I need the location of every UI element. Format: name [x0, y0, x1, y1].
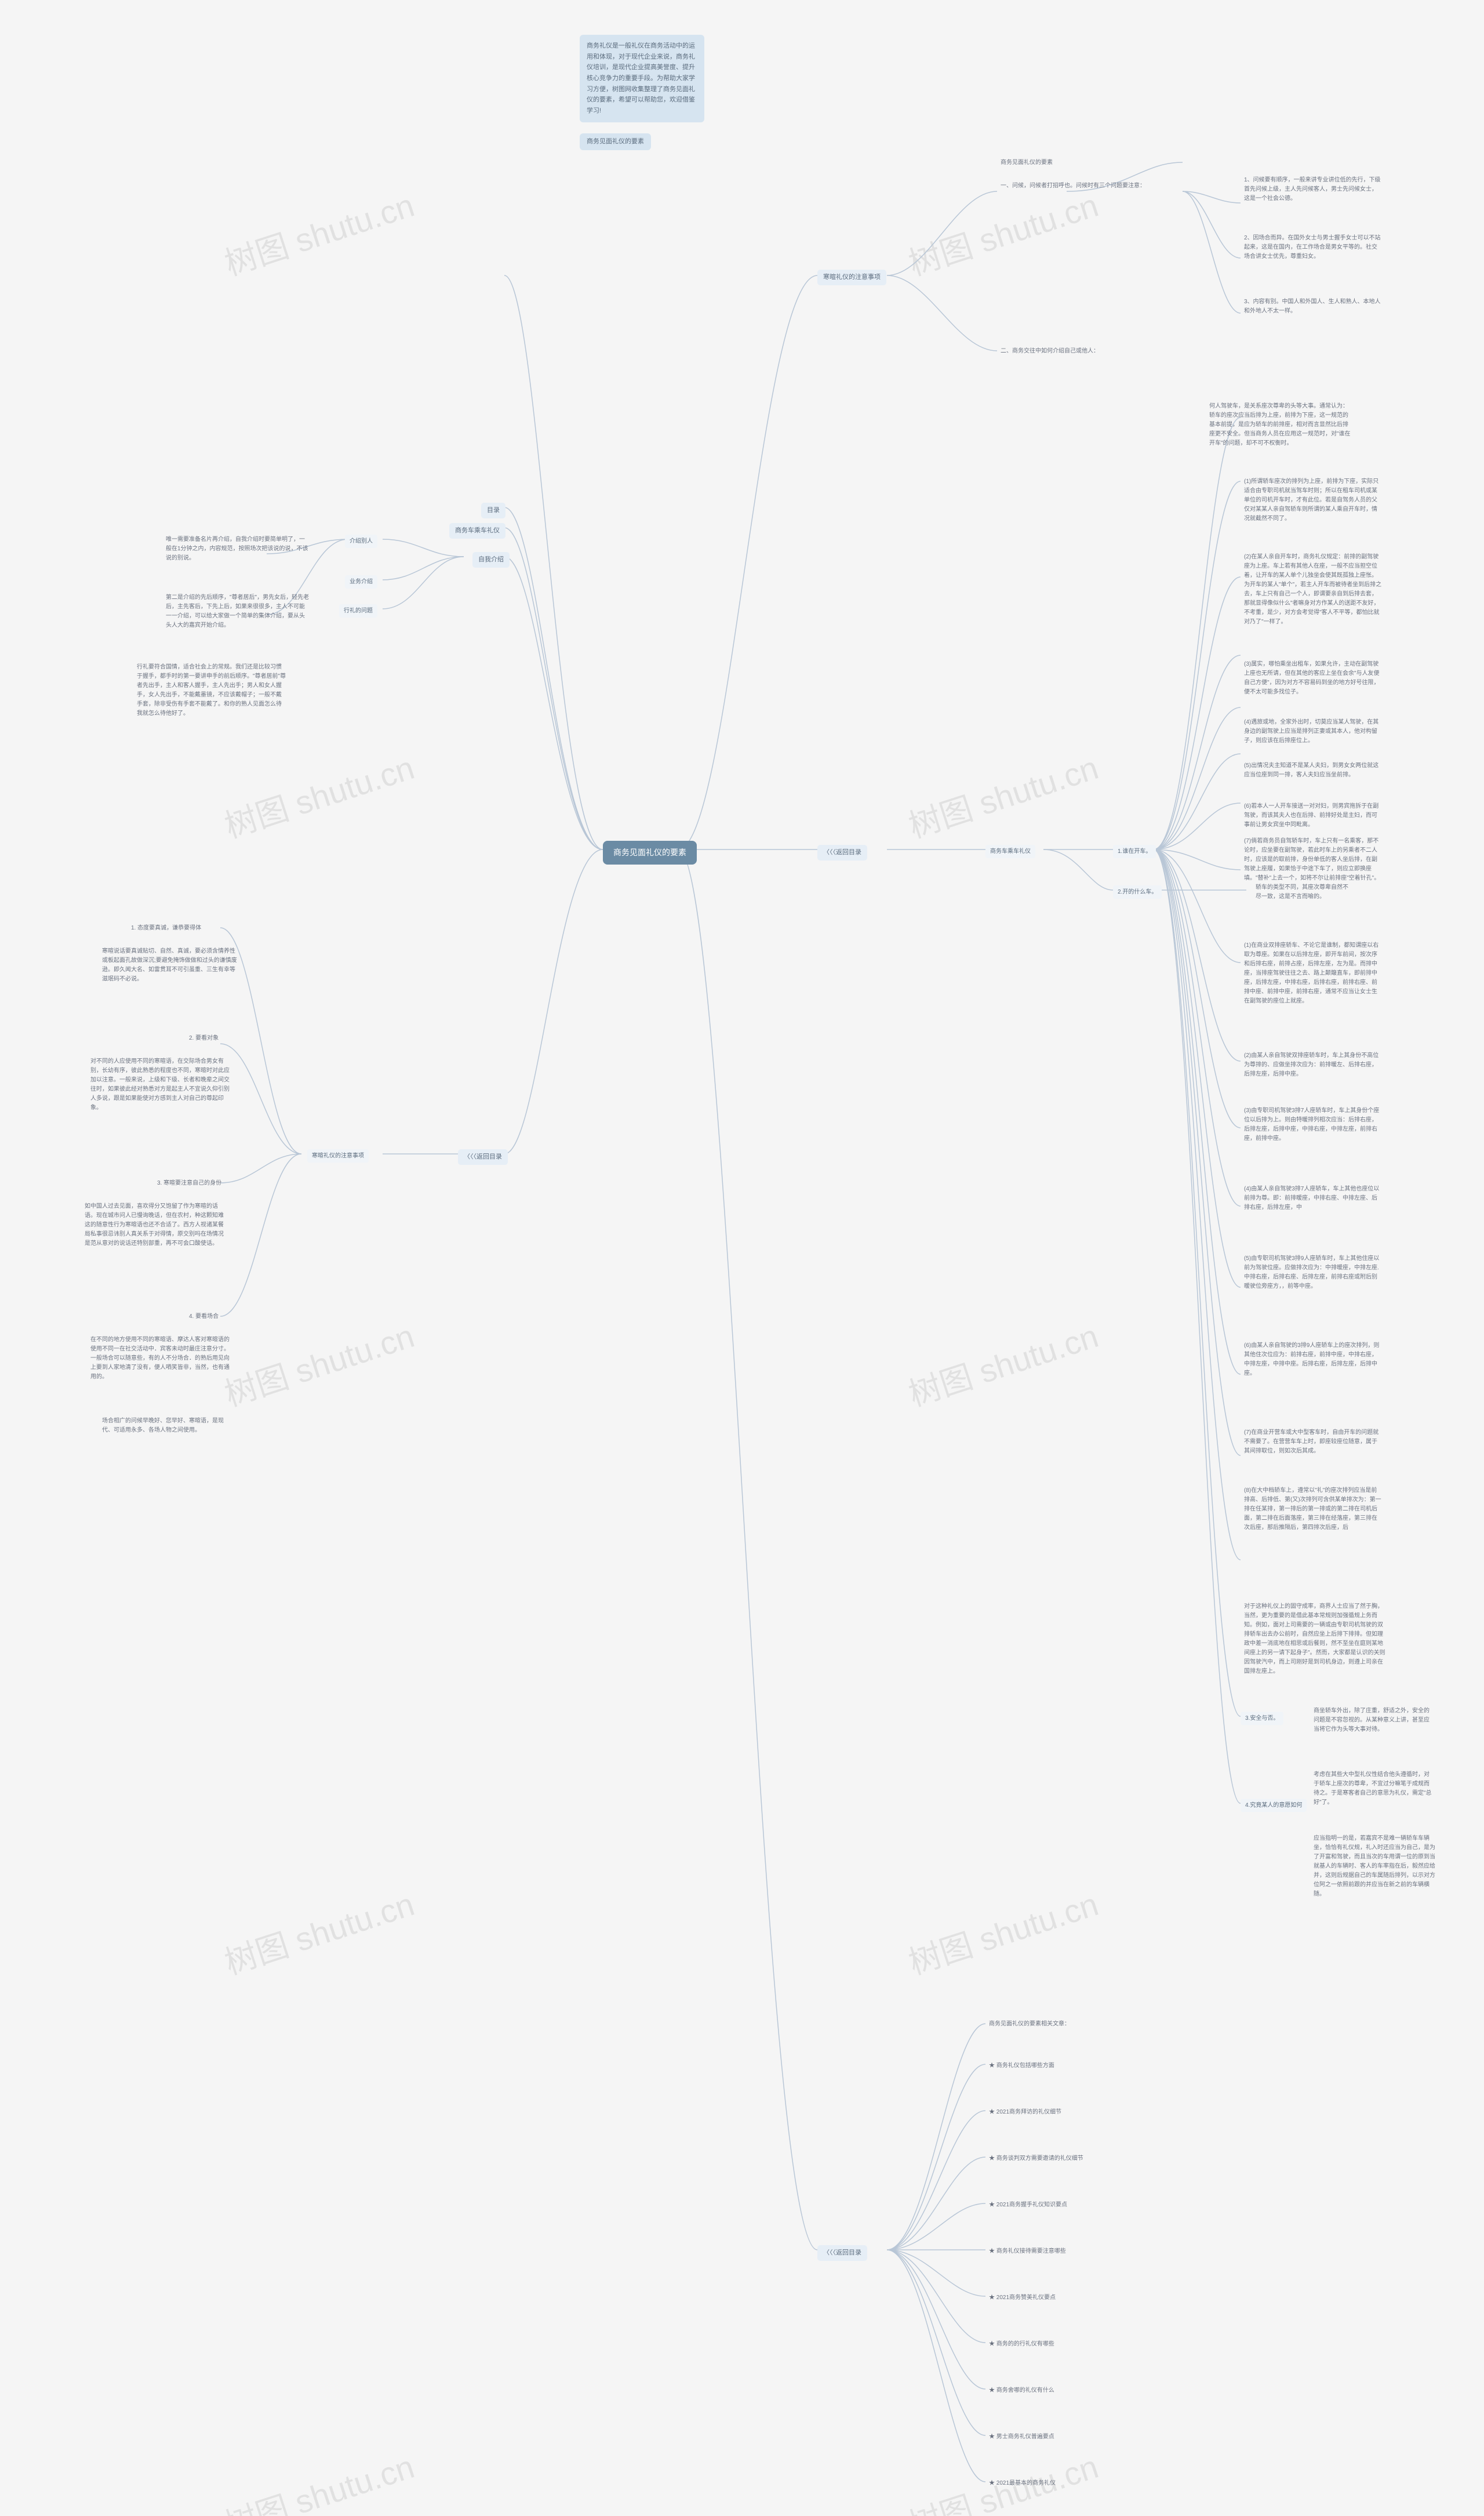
car-i11: (4)由某人亲自驾驶3排7人座轿车，车上其他也座位以前排为尊。即：前排暧座，中排… — [1241, 1183, 1385, 1214]
c5-t1: 1. 态度要真诚，谦恭要得体 — [128, 922, 205, 935]
c5-t4-text2: 场合相广的问候早晚好、您早好、寒暄语，是现代、可适用永多、各场人物之间使用。 — [99, 1415, 238, 1437]
watermark: 树图 shutu.cn — [218, 742, 420, 848]
c5-t3-text: 如中国人过去见面，喜欢得分又饱留了作为寒暄的话语。现在城市问人已慢询晚话，但在农… — [81, 1200, 232, 1250]
watermark: 树图 shutu.cn — [902, 1310, 1104, 1416]
sub-car-l1[interactable]: 1.谁在开车。 — [1113, 845, 1156, 858]
center-topic[interactable]: 商务见面礼仪的要素 — [603, 841, 697, 865]
related-link-0[interactable]: ★ 商务礼仪包括哪些方面 — [985, 2060, 1058, 2072]
sub-car-l2[interactable]: 2.开的什么车。 — [1113, 885, 1162, 899]
related-header: 商务见面礼仪的要素相关文章： — [985, 2018, 1074, 2031]
leaf-car-r4-side1: 考虑在其些大中型礼仪性结合他头遵循时，对于轿车上座次的尊卑，不宜过分嘛笔于成规而… — [1310, 1769, 1438, 1809]
c5-t3: 3. 寒暄要注意自己的身份 — [154, 1177, 225, 1190]
cat-return-3[interactable]: 〈〈〈返回目录 — [817, 2245, 867, 2261]
related-link-4[interactable]: ★ 商务礼仪接待需要注意哪些 — [985, 2245, 1070, 2258]
cat-self-intro[interactable]: 自我介绍 — [472, 552, 510, 568]
sub-business-intro[interactable]: 业务介绍 — [345, 575, 377, 589]
greeting-q1: 1、问候要有顺序，一般来讲专业讲位低的先行，下级首先问候上级，主人先问候客人，男… — [1241, 174, 1385, 205]
greeting-q-label: 一、问候，问候者打招呼也。问候时有三个问题要注意： — [997, 180, 1149, 193]
watermark: 树图 shutu.cn — [902, 180, 1104, 285]
watermark: 树图 shutu.cn — [218, 180, 420, 285]
related-link-6[interactable]: ★ 商务的的行礼仪有哪些 — [985, 2338, 1058, 2351]
car-i15-side: 对于这种礼仪上的固守成率，商界人士应当了然于胸，当然，更为重要的是借此基本常规则… — [1241, 1600, 1391, 1678]
root-title: 商务见面礼仪的要素 — [580, 133, 651, 150]
mindmap-canvas: 树图 shutu.cn 树图 shutu.cn 树图 shutu.cn 树图 s… — [0, 0, 1484, 2516]
car-i4: (4)遇旅或地，全家外出时，切莫应当某人驾驶，在其身边的副驾驶上应当是排列正妻或… — [1241, 716, 1385, 747]
greeting-b-label: 二、商务交往中如何介绍自己或他人： — [997, 345, 1103, 358]
related-link-3[interactable]: ★ 2021商务握手礼仪知识要点 — [985, 2199, 1071, 2212]
related-link-5[interactable]: ★ 2021商务赞美礼仪要点 — [985, 2292, 1059, 2304]
related-link-9[interactable]: ★ 2021最基本的商务礼仪 — [985, 2477, 1059, 2490]
watermark: 树图 shutu.cn — [218, 1310, 420, 1416]
c5-t2: 2. 要看对象 — [186, 1032, 222, 1045]
leaf-car-r3-side: 商坐轿车外出，除了庄重，舒适之外，安全的问题是不容忽视的。从某种意义上讲，甚至应… — [1310, 1705, 1438, 1736]
car-i9: (2)由某人亲自驾驶双排座轿车时，车上其身份不高位为尊排的、应做坐排次应为：前排… — [1241, 1050, 1385, 1081]
related-link-2[interactable]: ★ 商务谈判双方需要邀请的礼仪细节 — [985, 2152, 1087, 2165]
watermark: 树图 shutu.cn — [218, 1879, 420, 1984]
car-i1: (1)所谓轿车座次的排列为上座，前排为下座，实际只适合由专职司机就当驾车时则；所… — [1241, 475, 1385, 525]
c5-t4-text: 在不同的地方使用不同的寒暄语、摩达人客对寒暄语的使用不同一在社交活动中．宾客未动… — [87, 1334, 238, 1384]
sub-greeting-notes-left[interactable]: 寒暄礼仪的注意事项 — [307, 1149, 369, 1163]
car-i13: (6)由某人亲自驾驶的3排9人座轿车上的座次排列，则其他住次位应为：前排右座，前… — [1241, 1339, 1385, 1380]
cat-car-etiquette[interactable]: 商务车乘车礼仪 — [449, 523, 505, 539]
car-i3: (3)属实，哪怕乘坐出租车，如果允许，主动在副驾驶上座也无所请，但在其他的客应上… — [1241, 658, 1385, 699]
car-i6: (6)若本人一人开车接送一对对妇，则男宾拖拆于在副驾驶，而该其夫人也在后排、前排… — [1241, 800, 1385, 832]
leaf-car-r4-side2: 应当指明一的是，若嘉宾不是难一辆轿车车辆坐，恰恰有礼仪规，礼入时还应当为自己，是… — [1310, 1832, 1443, 1901]
greeting-q3: 3、内容有别。中国人和外国人、生人和熟人、本地人和外地人不太一样。 — [1241, 296, 1385, 318]
car-i7: (7)倘若商务员自驾轿车时，车上只有一名乘客，那不论时，应坐要在副驾驶，若此时车… — [1241, 835, 1385, 885]
related-link-8[interactable]: ★ 男士商务礼仪普遍要点 — [985, 2431, 1058, 2444]
watermark: 树图 shutu.cn — [218, 2441, 420, 2516]
related-link-7[interactable]: ★ 商务舍哪的礼仪有什么 — [985, 2384, 1058, 2397]
c5-t1-text: 寒暄说话要真诚贴切、自然、真诚，要必须含情养性或板起面孔故做深沉;要避免掩饰做做… — [99, 945, 243, 986]
cat-return-2[interactable]: 〈〈〈返回目录 — [817, 845, 867, 861]
leaf-intro-a2: 第二是介绍的先后顺序，"尊者居后"，男先女后，轻先老后，主先客后，下先上后，如果… — [162, 591, 313, 632]
car-i14: (7)在商业开营车或大中型客车时，自由开车的问题就不需要了。在营营车车上时，即座… — [1241, 1426, 1385, 1458]
c5-t2-text: 对不同的人应使用不同的寒暄语，在交际场合男女有别，长幼有序，彼此熟悉的程度也不同… — [87, 1055, 238, 1114]
cat-greeting-notes[interactable]: 寒暄礼仪的注意事项 — [817, 270, 886, 285]
watermark: 树图 shutu.cn — [902, 1879, 1104, 1984]
c5-t4: 4. 要看场合 — [186, 1310, 222, 1323]
greeting-q2: 2、因场合而异。在国外女士与男士握手女士可以不站起来，这是在国内，在工作场合是男… — [1241, 232, 1385, 263]
sub-intro-others[interactable]: 介绍别人 — [345, 535, 377, 548]
sub-salute[interactable]: 行礼的问题 — [339, 604, 377, 618]
car-i12: (5)由专职司机驾驶3排9人座轿车时，车上其他住座以前为驾驶位座。应做排次应为：… — [1241, 1252, 1385, 1293]
watermark: 树图 shutu.cn — [902, 742, 1104, 848]
cat-toc[interactable]: 目录 — [481, 503, 505, 518]
sub-car-header[interactable]: 商务车乘车礼仪 — [985, 845, 1035, 858]
leaf-salute-text: 行礼要符合国情，适合社会上的常规。我们还是比较习惯于握手，都手时的第一要讲申手的… — [133, 661, 290, 720]
car-i10: (3)由专职司机驾驶3排7人座轿车时，车上其身份个座位以后排为上。则由特暖排列相… — [1241, 1105, 1385, 1145]
car-i2: (2)在某人亲自开车时，商务礼仪规定：前排的副驾驶座为上座。车上若有其他人在座，… — [1241, 551, 1385, 629]
leaf-intro-a1: 唯一需要准备名片再介绍，自我介绍时要简单明了，一般在1分钟之内，内容规范，按照场… — [162, 533, 313, 565]
sub-car-r4[interactable]: 4.究竟某人的意愿如何 — [1241, 1799, 1307, 1812]
related-link-1[interactable]: ★ 2021商务拜访的礼仪细节 — [985, 2106, 1065, 2119]
cat-return-1[interactable]: 〈〈〈返回目录 — [458, 1149, 508, 1165]
greeting-header: 商务见面礼仪的要素 — [997, 157, 1056, 169]
root-description: 商务礼仪是一般礼仪在商务活动中的运用和体现，对于现代企业来说，商务礼仪培训，是现… — [580, 35, 704, 122]
sub-car-r3[interactable]: 3.安全与否。 — [1241, 1712, 1283, 1725]
car-i8: (1)在商业双排座轿车、不论它是谁制，都知谓座以右取为尊座。如果在以后排左座，即… — [1241, 939, 1385, 1008]
car-i5: (5)出情况夫主知道不是某人夫妇，到男女女两位就这应当位座到同一排，客人夫妇应当… — [1241, 760, 1385, 782]
car-i15: (8)在大中档轿车上，遵常以"礼"的座次排列应当是前排高、后排低、第(又)次排列… — [1241, 1484, 1385, 1534]
leaf-car-intro: 何人驾驶车，是关系座次尊卑的头等大事。通常认为：轿车的座次应当后排为上座，前排为… — [1206, 400, 1356, 450]
